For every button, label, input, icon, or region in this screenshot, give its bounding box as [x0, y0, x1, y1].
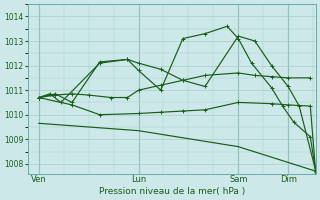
X-axis label: Pression niveau de la mer( hPa ): Pression niveau de la mer( hPa ): [99, 187, 245, 196]
